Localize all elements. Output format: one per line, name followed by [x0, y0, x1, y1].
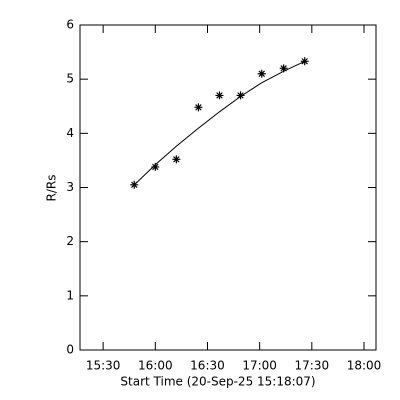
- plot-frame: [79, 24, 377, 351]
- x-tick-label: 17:00: [242, 359, 277, 373]
- x-tick-label: 17:30: [295, 359, 330, 373]
- y-tick-label: 3: [66, 180, 74, 194]
- y-tick-label: 2: [66, 234, 74, 248]
- x-tick-label: 16:30: [190, 359, 225, 373]
- y-tick-label: 4: [66, 126, 74, 140]
- fit-line: [134, 60, 306, 186]
- point: [257, 69, 266, 78]
- y-tick-label: 5: [66, 72, 74, 86]
- point: [279, 64, 288, 73]
- point: [300, 57, 309, 66]
- x-tick-label: 18:00: [347, 359, 382, 373]
- y-tick-label: 6: [66, 18, 74, 32]
- point: [194, 103, 203, 112]
- point: [172, 155, 181, 164]
- point: [236, 91, 245, 100]
- point: [151, 162, 160, 171]
- y-tick-label: 0: [66, 343, 74, 357]
- point: [130, 180, 139, 189]
- y-axis-label: R/Rs: [45, 175, 59, 202]
- point: [215, 91, 224, 100]
- x-tick-label: 16:00: [138, 359, 173, 373]
- x-tick-label: 15:30: [86, 359, 121, 373]
- x-axis-label: Start Time (20-Sep-25 15:18:07): [120, 375, 315, 389]
- y-tick-label: 1: [66, 288, 74, 302]
